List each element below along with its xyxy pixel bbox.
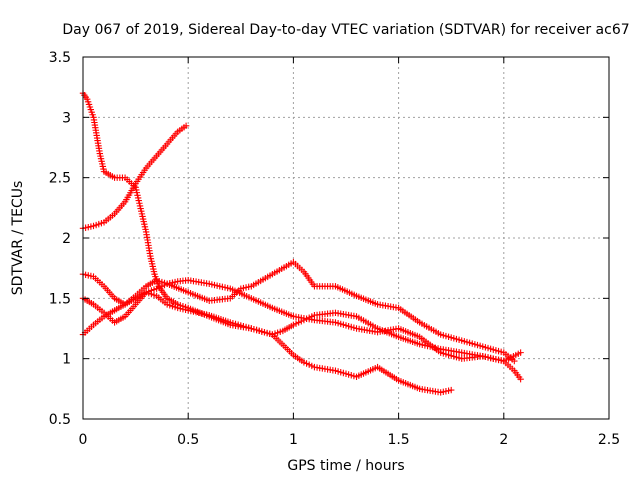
x-tick-label: 1 — [289, 432, 298, 448]
x-tick-label: 2 — [499, 432, 508, 448]
x-axis-label: GPS time / hours — [287, 458, 404, 474]
series-track-3 — [79, 258, 518, 365]
y-axis-label: SDTVAR / TECUs — [10, 181, 26, 296]
grid-lines — [83, 57, 609, 419]
data-point — [517, 349, 524, 356]
chart-title: Day 067 of 2019, Sidereal Day-to-day VTE… — [62, 22, 629, 38]
x-tick-label: 0 — [79, 432, 88, 448]
x-tick-labels: 0 0.5 1 1.5 2 2.5 — [79, 432, 621, 448]
series-track-4 — [79, 277, 524, 365]
data-points — [79, 90, 524, 396]
y-tick-label: 2 — [62, 231, 71, 247]
data-point — [511, 357, 518, 365]
data-point — [517, 375, 524, 383]
y-tick-label: 0.5 — [49, 412, 71, 428]
data-point — [448, 386, 455, 394]
y-tick-label: 2.5 — [49, 171, 71, 187]
data-point — [182, 122, 190, 129]
x-tick-label: 0.5 — [177, 432, 199, 448]
axis-ticks — [82, 56, 610, 420]
y-tick-label: 1 — [62, 352, 71, 368]
x-tick-label: 1.5 — [387, 432, 409, 448]
y-tick-label: 3 — [62, 110, 71, 126]
y-tick-label: 1.5 — [49, 291, 71, 307]
plot-frame — [82, 56, 610, 420]
series-track-5 — [79, 289, 455, 396]
y-tick-label: 3.5 — [49, 50, 71, 66]
series-track-1 — [79, 122, 190, 232]
x-tick-label: 2.5 — [598, 432, 620, 448]
y-tick-labels: 0.5 1 1.5 2 2.5 3 3.5 — [49, 50, 71, 428]
